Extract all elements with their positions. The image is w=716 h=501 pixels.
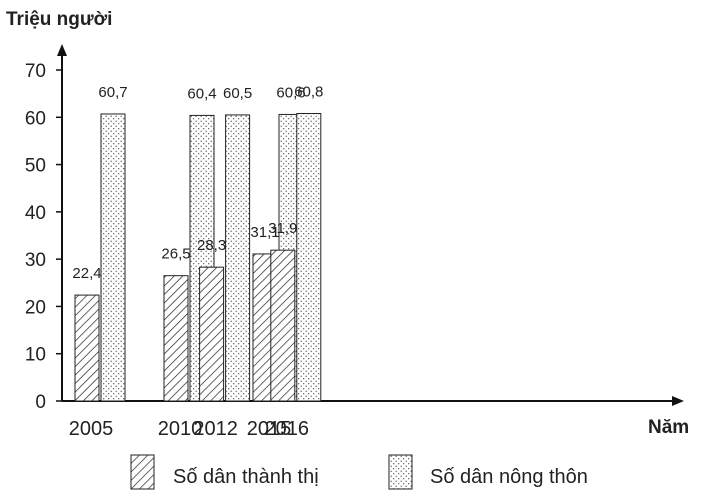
data-label-rural: 60,4 [187,85,216,102]
bar-rural [225,114,251,402]
y-tick-label: 60 [25,108,46,129]
y-tick-label: 30 [25,250,46,271]
legend: Số dân thành thị Số dân nông thôn [130,454,588,490]
x-axis-arrow [672,396,684,406]
data-label-urban: 26,5 [161,246,190,263]
data-label-rural: 60,6 [276,84,305,101]
y-tick-label: 0 [35,392,46,413]
data-label-rural: 60,5 [223,85,252,102]
bar-urban [270,249,296,402]
y-tick-label: 40 [25,203,46,224]
bar-rural [100,113,126,402]
bar-urban [163,275,189,402]
x-tick-label: 2010 [158,418,203,440]
x-tick-label: 2016 [265,418,310,440]
y-axis-arrow [57,44,67,56]
bars: 22,4 60,7 26,5 60,4 28,3 60,5 31,1 60,6 31,9 60,8 [72,84,323,402]
data-label-urban: 31,1 [250,224,279,241]
data-label-rural: 60,7 [98,84,127,101]
bar-urban [199,266,225,402]
data-label-urban: 31,9 [268,220,297,237]
bar-rural [296,113,322,402]
legend-swatch-rural [388,454,413,490]
y-tick-label: 70 [25,61,46,82]
y-axis-title: Triệu người [6,9,112,30]
data-label-rural: 60,8 [294,84,323,101]
y-tick-label: 10 [25,345,46,366]
y-tick-label: 20 [25,297,46,318]
x-axis-title: Năm [648,417,689,438]
legend-label-rural: Số dân nông thôn [430,466,588,488]
x-tick-label: 2015 [247,418,292,440]
x-tick-label: 2012 [193,418,238,440]
data-label-urban: 28,3 [197,237,226,254]
axes [57,44,684,406]
x-tick-label: 2005 [69,418,114,440]
legend-swatch-urban [130,454,155,490]
data-label-urban: 22,4 [72,265,101,282]
y-tick-label: 50 [25,156,46,177]
y-ticks: 0 10 20 30 40 50 60 70 [25,61,62,413]
bar-urban [74,294,100,402]
legend-label-urban: Số dân thành thị [173,466,319,488]
